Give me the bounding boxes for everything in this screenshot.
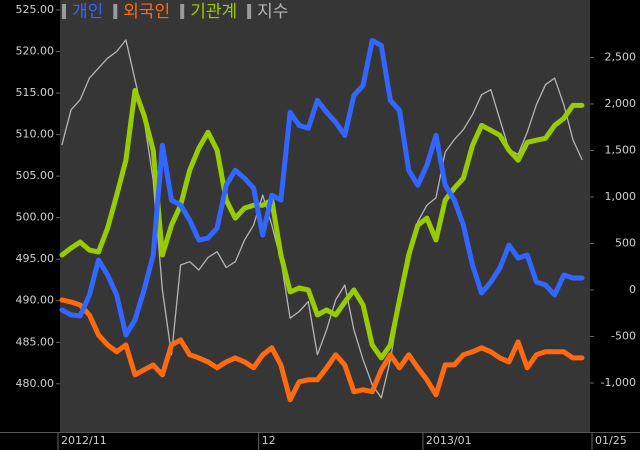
y-tick-label: 520.00 [16,45,55,58]
y-tick-label: 515.00 [16,86,55,99]
y2-tick-label: 500 [615,236,636,249]
legend-label: 기관계 [190,2,237,22]
y2-tick-label: -500 [611,329,636,342]
y2-tick-label: 1,500 [605,143,637,156]
legend-marker [180,4,185,19]
series-line [61,39,583,399]
legend-marker [247,4,252,19]
y2-tick-label: 2,500 [605,50,637,63]
series-line [59,87,585,361]
legend-label: 외국인 [123,2,170,22]
series-line [59,297,585,403]
y-tick-label: 500.00 [16,211,55,224]
x-tick-label: 2013/01 [426,434,472,447]
legend: 개인 외국인 기관계 지수 [62,2,288,22]
series-line [59,38,585,338]
y-tick-label: 480.00 [16,377,55,390]
x-tick-label: 01/25 [595,434,627,447]
y2-tick-label: 1,000 [605,190,637,203]
y2-tick-label: 0 [629,283,636,296]
y2-tick-label: 2,000 [605,97,637,110]
x-tick-label: 2012/11 [61,434,107,447]
y-tick-label: 505.00 [16,169,55,182]
y2-tick-label: -1,000 [601,376,636,389]
legend-marker [113,4,118,19]
y-tick-label: 525.00 [16,3,55,16]
legend-label: 개인 [72,2,103,22]
y-tick-label: 495.00 [16,252,55,265]
legend-label: 지수 [257,2,288,22]
y-tick-label: 510.00 [16,128,55,141]
y-tick-label: 490.00 [16,294,55,307]
x-tick-label: 12 [262,434,276,447]
legend-marker [62,4,66,19]
y-tick-label: 485.00 [16,335,55,348]
